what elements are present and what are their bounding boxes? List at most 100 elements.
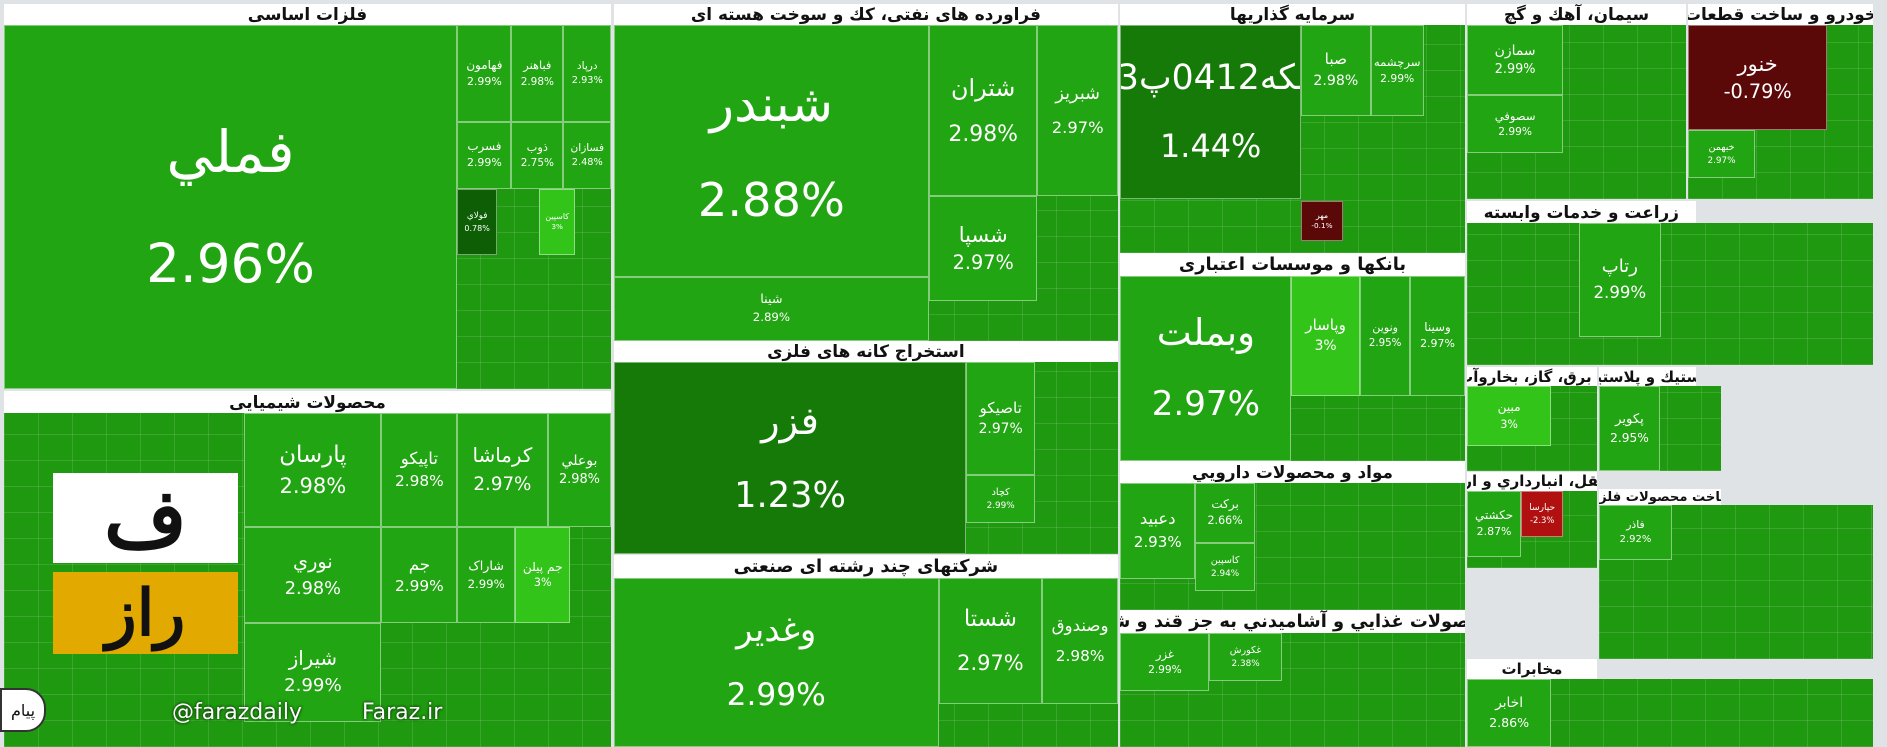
stock-tile[interactable]: اخابر 2.86% <box>1466 678 1552 747</box>
stock-tile[interactable]: فزر 1.23% <box>613 362 967 554</box>
stock-name: فباهنر <box>523 58 552 73</box>
stock-name: تاپيکو <box>400 449 438 469</box>
stock-name: خبهمن <box>1708 142 1735 154</box>
stock-name: شستا <box>963 606 1017 633</box>
stock-tile[interactable]: جم 2.99% <box>381 527 458 624</box>
stock-name: شاراک <box>468 558 504 574</box>
stock-name: حكشتي <box>1475 508 1514 523</box>
stock-tile[interactable]: صبا 2.98% <box>1300 25 1371 116</box>
stock-name: فولاي <box>466 211 488 222</box>
stock-name: کرماشا <box>472 444 533 468</box>
stock-tile[interactable]: پارسان 2.98% <box>244 412 382 528</box>
stock-tile[interactable]: وسينا 2.97% <box>1410 275 1465 396</box>
stock-name: سکه0412پ03 <box>1121 58 1300 99</box>
stock-tile[interactable]: حكشتي 2.87% <box>1466 491 1522 558</box>
stock-change: 2.99% <box>1494 61 1536 77</box>
stock-change: 2.99% <box>395 577 444 596</box>
stock-tile[interactable]: درپاد 2.93% <box>563 25 612 122</box>
stock-tile[interactable]: وبملت 2.97% <box>1120 275 1292 461</box>
stock-tile[interactable]: ذوب 2.75% <box>511 121 564 189</box>
stock-tile[interactable]: وپاسار 3% <box>1291 275 1360 396</box>
stock-tile[interactable]: شتران 2.98% <box>929 25 1038 197</box>
stock-tile[interactable]: خبهمن 2.97% <box>1688 129 1755 179</box>
stock-name: غكورش <box>1229 645 1262 657</box>
stock-change: 2.99% <box>466 74 502 88</box>
stock-tile[interactable]: برکت 2.66% <box>1195 482 1256 543</box>
stock-change: 2.75% <box>520 157 554 170</box>
stock-change: -2.3% <box>1530 514 1555 525</box>
stock-tile[interactable]: فاذر 2.92% <box>1599 505 1672 560</box>
stock-change: 2.86% <box>1489 714 1530 730</box>
stock-tile[interactable]: شينا 2.89% <box>613 276 930 341</box>
stock-tile[interactable]: دعبيد 2.93% <box>1120 482 1196 579</box>
stock-name: کاسپين <box>1210 554 1240 566</box>
stock-name: شبندر <box>709 73 833 133</box>
stock-change: 2.93% <box>571 75 603 87</box>
stock-tile[interactable]: شبندر 2.88% <box>613 25 930 277</box>
stock-tile[interactable]: حپارسا -2.3% <box>1521 491 1564 537</box>
stock-change: 2.97% <box>1051 117 1104 137</box>
stock-tile[interactable]: مبين 3% <box>1466 386 1552 447</box>
stock-tile[interactable]: شيراز 2.99% <box>244 623 382 723</box>
stock-tile[interactable]: غكورش 2.38% <box>1209 633 1282 682</box>
stock-tile[interactable]: تاپيکو 2.98% <box>381 412 458 528</box>
stock-tile[interactable]: ونوين 2.95% <box>1359 275 1411 396</box>
stock-tile[interactable]: غزر 2.99% <box>1120 633 1210 691</box>
stock-change: 2.98% <box>284 578 342 599</box>
stock-tile[interactable]: شسپا 2.97% <box>929 196 1038 301</box>
stock-name: درپاد <box>576 60 598 73</box>
stock-tile[interactable]: سمازن 2.99% <box>1466 25 1564 96</box>
stock-change: 2.99% <box>726 677 826 714</box>
stock-change: -0.1% <box>1311 221 1333 231</box>
stock-name: سمازن <box>1494 42 1536 59</box>
sector-header: سيمان، آهك و گچ <box>1466 3 1686 26</box>
stock-tile[interactable]: کاسپين 3% <box>539 188 576 256</box>
stock-tile[interactable]: فسازان 2.48% <box>563 121 612 189</box>
stock-change: 2.95% <box>1610 430 1649 445</box>
sector-header: استخراج کانه های فلزی <box>613 340 1118 363</box>
sector-header: محصولات غذايي و آشاميدني به جز قند و شكر <box>1120 610 1465 633</box>
stock-tile[interactable]: شاراک 2.99% <box>457 527 516 624</box>
stock-tile[interactable]: فباهنر 2.98% <box>511 25 564 122</box>
stock-tile[interactable]: سرچشمه 2.99% <box>1370 25 1424 116</box>
stock-change: 2.89% <box>752 310 791 325</box>
sector-body <box>1466 222 1873 365</box>
stock-tile[interactable]: كچاد 2.99% <box>966 475 1035 524</box>
stock-tile[interactable]: سصوفي 2.99% <box>1466 95 1564 153</box>
message-button[interactable]: پیام <box>0 688 46 732</box>
stock-tile[interactable]: نوري 2.98% <box>244 527 382 624</box>
sector-header: مواد و محصولات دارويي <box>1120 460 1465 483</box>
stock-tile[interactable]: فسرب 2.99% <box>457 121 512 189</box>
stock-tile[interactable]: شستا 2.97% <box>938 577 1043 704</box>
stock-name: شينا <box>760 291 783 307</box>
stock-tile[interactable]: کرماشا 2.97% <box>457 412 548 528</box>
stock-tile[interactable]: کاسپين 2.94% <box>1195 542 1256 591</box>
stock-tile[interactable]: وصندوق 2.98% <box>1042 577 1118 704</box>
stock-name: خنور <box>1737 51 1778 76</box>
stock-change: 3% <box>551 222 563 232</box>
stock-tile[interactable]: جم پيلن 3% <box>515 527 571 624</box>
stock-name: مهر <box>1315 210 1329 220</box>
stock-change: 2.99% <box>986 501 1015 512</box>
stock-tile[interactable]: شبريز 2.97% <box>1037 25 1118 197</box>
stock-tile[interactable]: بوعلي 2.98% <box>547 412 612 528</box>
stock-name: بوعلي <box>561 452 598 469</box>
stock-tile[interactable]: پکوير 2.95% <box>1599 386 1660 471</box>
stock-change: 2.88% <box>697 173 845 228</box>
stock-tile[interactable]: فملي 2.96% <box>3 25 458 389</box>
stock-change: 1.23% <box>734 474 846 516</box>
stock-tile[interactable]: تاصيكو 2.97% <box>966 362 1035 476</box>
sector-header: ساخت محصولات فلزي <box>1599 488 1721 506</box>
stock-tile[interactable]: وغدير 2.99% <box>613 577 939 747</box>
stock-tile[interactable]: سکه0412پ03 1.44% <box>1120 25 1301 199</box>
stock-tile[interactable]: رتاپ 2.99% <box>1578 222 1661 337</box>
stock-tile[interactable]: خنور -0.79% <box>1688 25 1827 130</box>
stock-tile[interactable]: فولاي 0.78% <box>457 188 497 256</box>
stock-tile[interactable]: مهر -0.1% <box>1300 200 1344 241</box>
sector-header: عرضه برق، گاز، بخاروآب گرم <box>1466 367 1597 387</box>
stock-change: 2.99% <box>1498 125 1532 139</box>
stock-tile[interactable]: فهامون 2.99% <box>457 25 512 122</box>
stock-change: 2.38% <box>1231 658 1260 669</box>
stock-name: سصوفي <box>1494 108 1536 123</box>
